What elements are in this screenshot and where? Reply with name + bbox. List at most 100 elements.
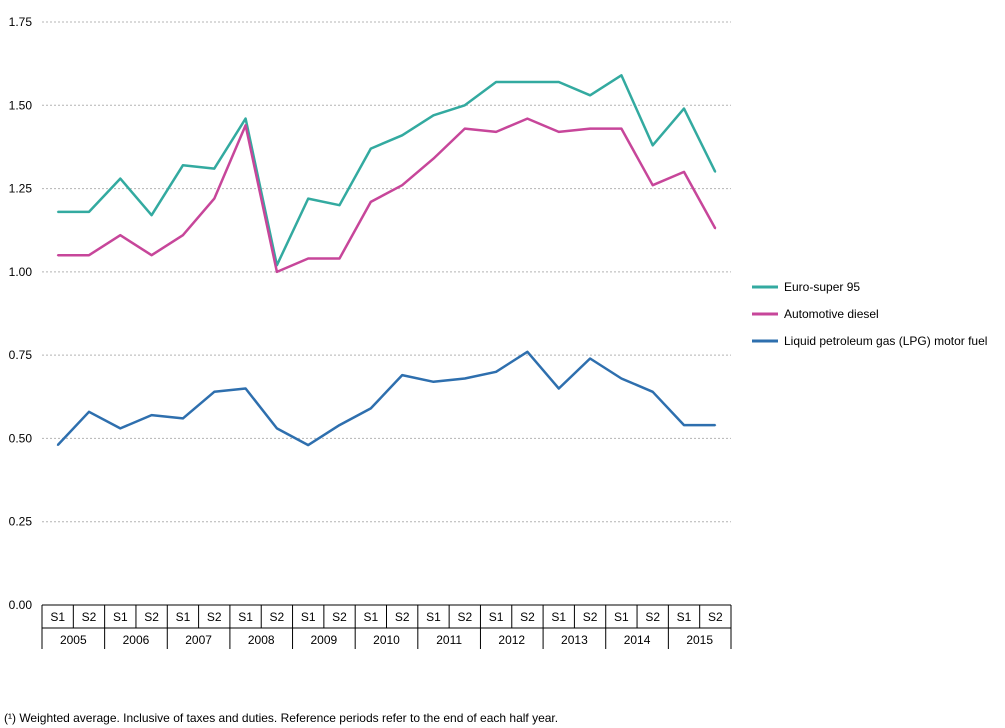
y-tick-label: 1.25 (9, 182, 33, 196)
data-point (620, 74, 623, 77)
data-point (119, 234, 122, 237)
y-tick-label: 0.50 (9, 431, 33, 445)
half-year-label: S2 (457, 610, 472, 624)
year-label: 2005 (60, 633, 87, 647)
data-point (495, 131, 497, 133)
data-point (307, 197, 310, 200)
year-label: 2008 (248, 633, 275, 647)
legend-label: Automotive diesel (784, 307, 879, 321)
year-label: 2013 (561, 633, 588, 647)
data-point (714, 171, 717, 173)
data-point (56, 444, 59, 446)
data-point (526, 81, 529, 83)
year-label: 2010 (373, 633, 400, 647)
year-label: 2014 (624, 633, 651, 647)
half-year-label: S1 (551, 610, 566, 624)
half-year-label: S1 (113, 610, 128, 624)
data-point (88, 410, 90, 413)
data-point (683, 171, 685, 173)
data-point (244, 117, 247, 120)
data-point (338, 424, 341, 426)
y-tick-label: 0.00 (9, 598, 33, 612)
half-year-label: S2 (520, 610, 535, 624)
data-point (119, 177, 122, 180)
data-point (463, 127, 466, 130)
y-tick-label: 1.00 (9, 265, 33, 279)
legend: Euro-super 95 Automotive diesel Liquid pet… (752, 280, 987, 348)
data-point (244, 124, 247, 127)
data-point (182, 164, 184, 167)
data-point (589, 94, 591, 97)
data-point (589, 127, 591, 130)
half-year-label: S2 (332, 610, 347, 624)
half-year-label: S2 (207, 610, 222, 624)
half-year-label: S1 (426, 610, 441, 624)
half-year-label: S1 (614, 610, 629, 624)
data-point (714, 424, 717, 426)
series-line-euro-super-95 (57, 74, 717, 267)
data-point (150, 254, 153, 256)
data-point (56, 211, 59, 213)
data-point (526, 117, 529, 120)
half-year-label: S1 (363, 610, 378, 624)
data-point (557, 131, 560, 133)
legend-label: Euro-super 95 (784, 280, 860, 294)
data-point (683, 424, 685, 426)
data-point (213, 390, 216, 393)
data-point (370, 407, 372, 410)
half-year-label: S2 (645, 610, 660, 624)
data-point (651, 144, 654, 147)
half-year-label: S1 (50, 610, 65, 624)
y-tick-label: 0.75 (9, 348, 33, 362)
data-point (495, 81, 497, 83)
data-point (213, 167, 216, 170)
half-year-label: S2 (395, 610, 410, 624)
data-point (213, 197, 216, 200)
data-point (463, 104, 466, 107)
gridlines (42, 21, 731, 523)
series-lines (56, 74, 717, 447)
data-point (432, 380, 435, 383)
data-point (182, 234, 184, 237)
data-point (401, 134, 403, 137)
data-point (714, 227, 717, 230)
y-tick-label: 1.75 (9, 15, 33, 29)
data-point (432, 114, 435, 117)
category-axis: S1 S2 S1 S2 S1 S2 S1 S2 S1 S2 S1 S2 S1 S2 S1 S2 S1 S2 S1 S2… (41, 604, 732, 649)
data-point (150, 414, 153, 416)
data-point (307, 444, 310, 446)
year-label: 2015 (686, 633, 713, 647)
data-point (56, 254, 59, 256)
half-year-label: S2 (583, 610, 598, 624)
half-year-label: S2 (144, 610, 159, 624)
data-point (589, 357, 591, 360)
half-year-label: S1 (489, 610, 504, 624)
legend-label: Liquid petroleum gas (LPG) motor fuel (784, 334, 987, 348)
data-point (182, 417, 184, 420)
data-point (401, 184, 403, 187)
year-label: 2009 (311, 633, 338, 647)
data-point (620, 377, 623, 380)
half-year-label: S1 (677, 610, 692, 624)
data-point (370, 201, 372, 203)
data-point (150, 214, 153, 217)
y-tick-label: 0.25 (9, 515, 33, 529)
data-point (276, 271, 278, 273)
year-label: 2007 (185, 633, 212, 647)
data-point (557, 387, 560, 390)
data-point (88, 254, 90, 256)
data-point (463, 377, 466, 380)
data-point (683, 107, 685, 110)
year-label: 2006 (123, 633, 150, 647)
data-point (401, 374, 403, 376)
data-point (119, 427, 122, 430)
series-line-automotive-diesel (57, 117, 717, 274)
data-point (88, 211, 90, 213)
half-year-label: S1 (238, 610, 253, 624)
data-point (495, 371, 497, 373)
half-year-label: S2 (270, 610, 285, 624)
half-year-label: S1 (176, 610, 191, 624)
data-point (244, 387, 247, 390)
data-point (432, 157, 435, 160)
data-point (307, 257, 310, 260)
